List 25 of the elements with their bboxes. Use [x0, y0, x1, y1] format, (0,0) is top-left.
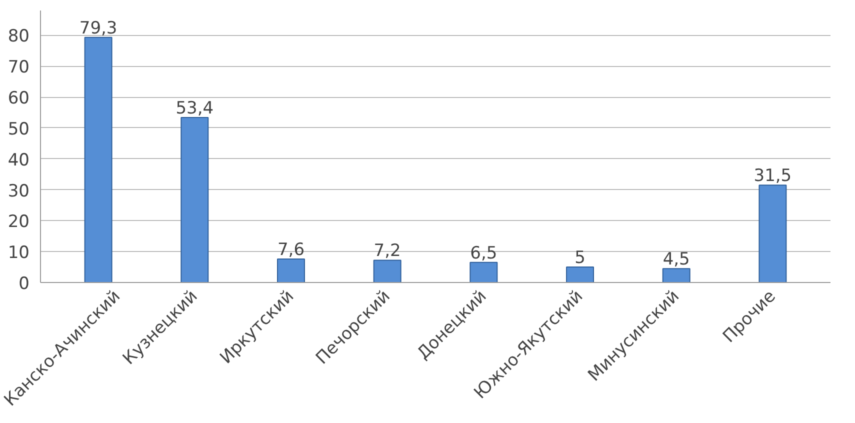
bar	[373, 260, 402, 282]
data-label: 7,2	[374, 241, 401, 262]
data-label: 6,5	[470, 243, 498, 264]
data-label: 31,5	[754, 166, 792, 186]
bar	[662, 268, 690, 282]
bar	[277, 258, 305, 282]
y-tick-label: 30	[8, 181, 30, 202]
y-tick-label: 60	[8, 88, 30, 109]
data-label: 79,3	[79, 18, 118, 38]
data-label: 53,4	[176, 98, 214, 118]
y-tick-label: 10	[8, 243, 30, 264]
y-tick-label: 0	[18, 274, 30, 294]
bar	[566, 266, 594, 282]
data-label: 5	[574, 248, 586, 268]
bar	[84, 36, 112, 282]
bar	[758, 184, 787, 282]
y-tick-label: 80	[8, 26, 30, 47]
y-tick-label: 40	[8, 150, 30, 170]
data-label: 7,6	[277, 240, 305, 260]
y-tick-label: 20	[8, 212, 30, 232]
data-label: 4,5	[662, 250, 690, 270]
y-tick-label: 50	[8, 119, 30, 140]
y-tick-label: 70	[8, 58, 30, 78]
bar	[470, 262, 498, 282]
bar	[180, 116, 209, 282]
